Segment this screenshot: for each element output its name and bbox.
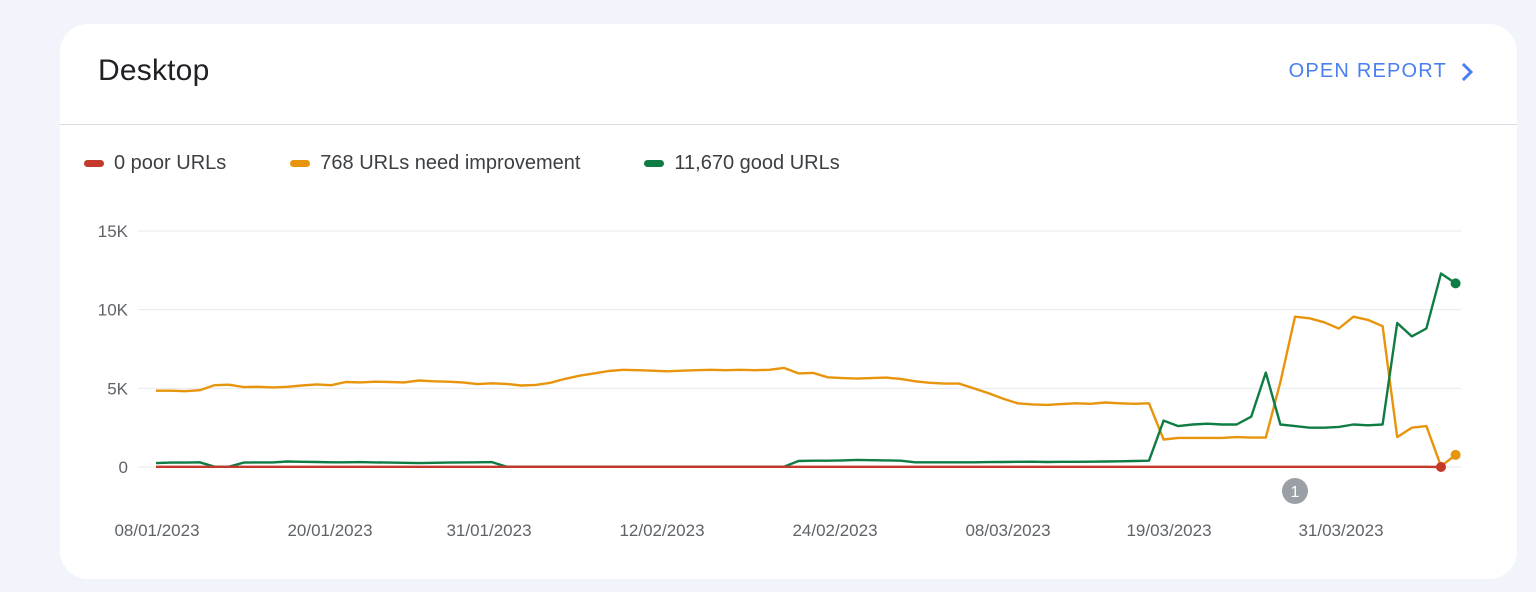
card-header: Desktop OPEN REPORT [60, 24, 1517, 125]
y-tick-label: 0 [119, 458, 128, 477]
legend-swatch-needs-improvement [290, 160, 311, 167]
x-tick-label: 08/01/2023 [114, 521, 199, 540]
x-tick-label: 08/03/2023 [965, 521, 1050, 540]
annotation-marker [1281, 478, 1308, 504]
legend-item-needs-improvement[interactable]: 768 URLs need improvement [290, 152, 580, 175]
series-line-needs-improvement [156, 315, 1457, 468]
series-endpoint-poor [1436, 462, 1446, 472]
x-tick-label: 31/03/2023 [1298, 521, 1383, 540]
legend-label-needs-improvement: 768 URLs need improvement [320, 152, 581, 174]
legend-label-poor: 0 poor URLs [114, 152, 227, 174]
legend-swatch-good [644, 160, 665, 167]
open-report-label: OPEN REPORT [1288, 60, 1447, 82]
annotation-label: 1 [1291, 484, 1300, 501]
chevron-right-icon [1461, 62, 1474, 81]
series-endpoint-good [1450, 278, 1461, 289]
y-tick-label: 15K [98, 222, 129, 241]
series-endpoint-needs-improvement [1450, 449, 1461, 460]
y-tick-label: 5K [107, 379, 128, 398]
x-tick-label: 20/01/2023 [287, 521, 372, 540]
card-title: Desktop [98, 54, 210, 87]
legend-swatch-poor [84, 160, 104, 167]
chart-legend: 0 poor URLs 768 URLs need improvement 11… [84, 152, 904, 175]
legend-item-good[interactable]: 11,670 good URLs [644, 152, 840, 175]
open-report-button[interactable]: OPEN REPORT [1289, 60, 1477, 83]
series-line-good [155, 272, 1457, 468]
line-chart: 0 5K 10K 15K 08/01/2023 20/01/2023 31/01/2023 1… [98, 222, 1461, 540]
legend-item-poor[interactable]: 0 poor URLs [84, 152, 226, 175]
x-tick-label: 12/02/2023 [619, 521, 704, 540]
legend-label-good: 11,670 good URLs [674, 152, 840, 174]
desktop-card: Desktop OPEN REPORT 0 poor URLs 768 URLs… [60, 24, 1517, 579]
y-tick-label: 10K [98, 301, 129, 320]
x-tick-label: 31/01/2023 [446, 521, 531, 540]
x-tick-label: 24/02/2023 [792, 521, 877, 540]
x-tick-label: 19/03/2023 [1126, 521, 1211, 540]
